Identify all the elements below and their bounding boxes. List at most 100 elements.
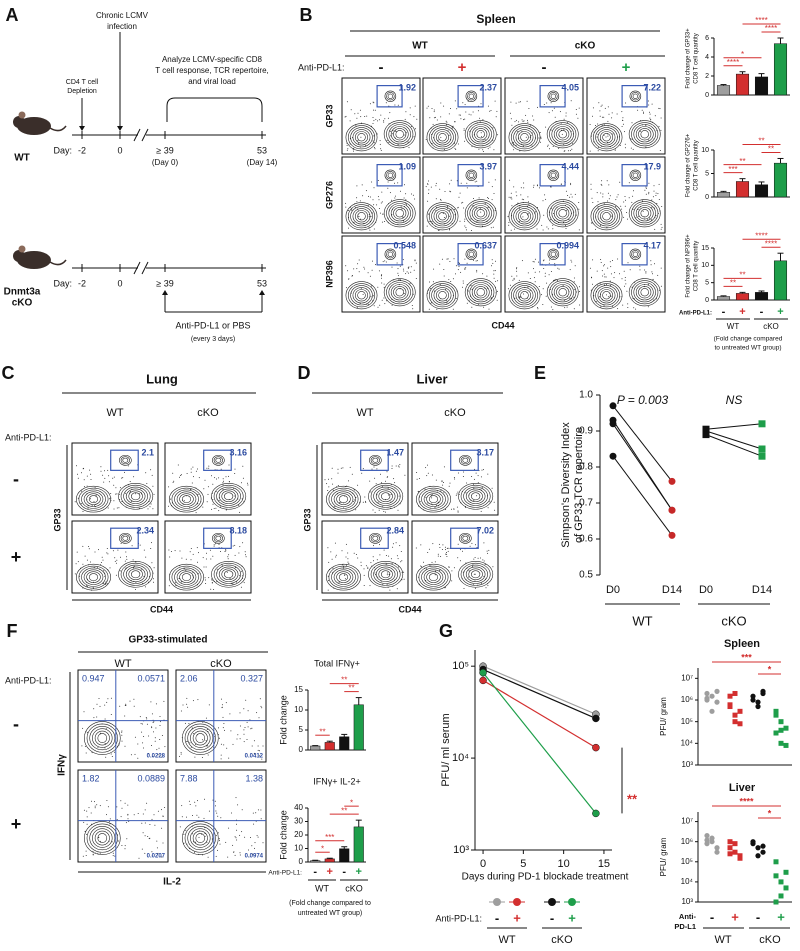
event-dot xyxy=(363,568,365,570)
contour xyxy=(181,495,192,504)
event-dot xyxy=(221,698,222,700)
contour xyxy=(426,493,441,505)
contour xyxy=(508,202,541,231)
event-dot xyxy=(222,482,224,484)
event-dot xyxy=(385,480,386,482)
event-dot xyxy=(451,580,453,582)
event-dot xyxy=(607,296,609,298)
event-dot xyxy=(449,229,450,231)
event-dot xyxy=(464,267,466,269)
event-dot xyxy=(150,548,152,549)
gate-percentage: 17.9 xyxy=(643,161,661,171)
label: WT xyxy=(412,41,428,52)
event-dot xyxy=(385,563,387,565)
event-dot xyxy=(112,855,114,857)
event-dot xyxy=(393,478,395,480)
event-dot xyxy=(349,466,351,468)
event-dot xyxy=(603,116,605,118)
event-dot xyxy=(425,186,427,188)
label: cKO xyxy=(763,322,779,331)
event-dot xyxy=(373,120,375,122)
event-dot xyxy=(515,102,517,104)
label: WT xyxy=(14,153,30,164)
event-dot xyxy=(628,197,630,199)
axis-break xyxy=(141,261,149,275)
event-dot xyxy=(469,545,471,547)
event-dot xyxy=(450,208,452,210)
contour xyxy=(474,286,488,299)
event-dot xyxy=(378,199,380,201)
event-dot xyxy=(216,812,218,814)
event-dot xyxy=(552,213,554,214)
event-dot xyxy=(362,293,364,295)
event-dot xyxy=(379,304,381,306)
event-dot xyxy=(545,295,547,297)
event-dot xyxy=(635,308,637,310)
event-dot xyxy=(425,568,427,570)
event-dot xyxy=(363,585,365,586)
event-dot xyxy=(592,202,594,203)
event-dot xyxy=(398,495,400,497)
contour xyxy=(595,127,618,148)
event-dot xyxy=(347,558,349,560)
event-dot xyxy=(596,192,598,194)
event-dot xyxy=(567,195,569,196)
point xyxy=(778,719,784,725)
contour xyxy=(336,571,351,583)
connector xyxy=(705,423,763,430)
event-dot xyxy=(251,727,253,729)
event-dot xyxy=(228,757,230,759)
bracket xyxy=(166,97,263,122)
event-dot xyxy=(650,219,652,221)
contour xyxy=(517,210,532,223)
point xyxy=(714,699,720,705)
event-dot xyxy=(215,810,217,812)
event-dot xyxy=(245,699,247,701)
event-dot xyxy=(141,731,143,733)
event-dot xyxy=(645,272,647,274)
event-dot xyxy=(471,288,473,290)
event-dot xyxy=(395,542,397,544)
contour xyxy=(395,130,404,139)
treatment-sign: - xyxy=(550,910,554,925)
event-dot xyxy=(164,807,166,808)
contour xyxy=(387,172,393,178)
event-dot xyxy=(386,471,388,473)
contour xyxy=(471,284,490,301)
event-dot xyxy=(384,118,386,120)
contour xyxy=(467,201,495,226)
event-dot xyxy=(358,259,360,261)
event-dot xyxy=(153,493,155,495)
event-dot xyxy=(119,493,121,495)
event-dot xyxy=(471,146,473,148)
event-dot xyxy=(439,570,441,571)
event-dot xyxy=(189,742,191,744)
treatment-sign: + xyxy=(327,866,333,878)
event-dot xyxy=(360,218,362,220)
bar xyxy=(339,736,350,751)
event-dot xyxy=(168,585,170,587)
event-dot xyxy=(195,743,197,745)
event-dot xyxy=(468,113,470,115)
event-dot xyxy=(151,855,153,857)
event-dot xyxy=(205,583,207,584)
event-dot xyxy=(494,100,496,102)
event-dot xyxy=(85,850,87,852)
event-dot xyxy=(589,124,591,125)
event-dot xyxy=(223,744,225,746)
event-dot xyxy=(369,103,371,105)
event-dot xyxy=(496,110,498,112)
event-dot xyxy=(244,836,246,838)
event-dot xyxy=(389,112,391,114)
event-dot xyxy=(146,802,148,804)
event-dot xyxy=(549,259,551,261)
event-dot xyxy=(86,485,88,487)
day-label: ≥ 39 xyxy=(156,145,173,155)
event-dot xyxy=(443,217,445,218)
event-dot xyxy=(550,288,551,290)
event-dot xyxy=(446,556,448,557)
event-dot xyxy=(454,100,456,102)
event-dot xyxy=(460,271,462,273)
event-dot xyxy=(538,137,540,139)
event-dot xyxy=(463,471,465,473)
